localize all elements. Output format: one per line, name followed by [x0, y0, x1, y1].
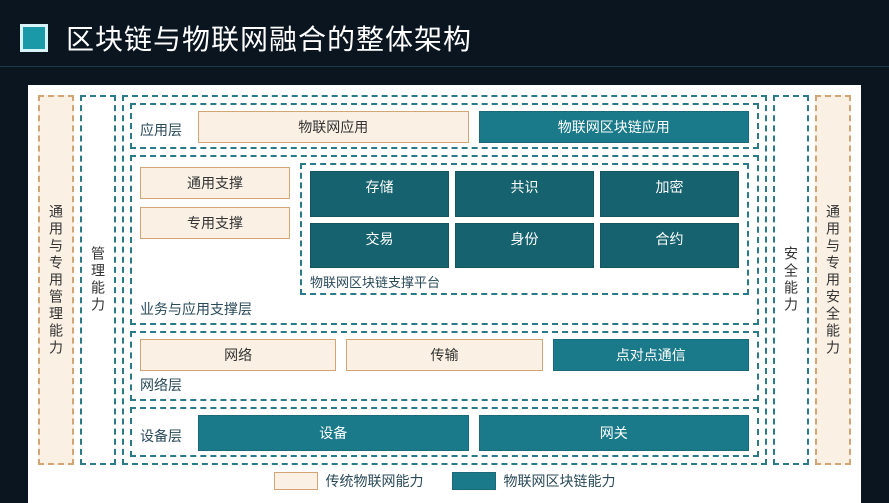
application-layer: 应用层 物联网应用 物联网区块链应用 [130, 103, 759, 149]
transport-box: 传输 [346, 339, 542, 371]
p2p-box: 点对点通信 [553, 339, 749, 371]
support-left-col: 通用支撑 专用支撑 [140, 163, 290, 295]
network-box: 网络 [140, 339, 336, 371]
header-icon [20, 24, 48, 52]
legend: 传统物联网能力 物联网区块链能力 [38, 471, 851, 491]
slide-title: 区块链与物联网融合的整体架构 [66, 18, 472, 58]
transaction-box: 交易 [310, 223, 449, 269]
network-layer: 网络 传输 点对点通信 网络层 [130, 331, 759, 401]
device-layer: 设备层 设备 网关 [130, 407, 759, 457]
iot-blockchain-app-box: 物联网区块链应用 [479, 111, 750, 143]
iot-app-box: 物联网应用 [198, 111, 469, 143]
special-support-box: 专用支撑 [140, 207, 290, 239]
consensus-box: 共识 [455, 171, 594, 217]
diagram-panel: 通用与专用管理能力 管理能力 应用层 物联网应用 物联网区块链应用 通用支撑 专… [28, 85, 861, 503]
gateway-box: 网关 [479, 415, 750, 451]
device-box: 设备 [198, 415, 469, 451]
device-layer-label: 设备层 [140, 420, 188, 446]
legend-label-blockchain: 物联网区块链能力 [504, 471, 616, 491]
slide-header: 区块链与物联网融合的整体架构 [0, 0, 889, 67]
app-layer-label: 应用层 [140, 114, 188, 140]
legend-swatch-teal [452, 472, 496, 490]
contract-box: 合约 [600, 223, 739, 269]
support-layer: 通用支撑 专用支撑 存储 共识 加密 交易 身份 合约 物联网区块链支撑平台 [130, 155, 759, 325]
left-col-mgmt-ability: 管理能力 [80, 95, 116, 465]
identity-box: 身份 [455, 223, 594, 269]
center-layers: 应用层 物联网应用 物联网区块链应用 通用支撑 专用支撑 存储 共识 [122, 95, 767, 465]
left-col-general-mgmt: 通用与专用管理能力 [38, 95, 74, 465]
right-col-security-ability: 安全能力 [773, 95, 809, 465]
platform-grid: 存储 共识 加密 交易 身份 合约 [310, 171, 739, 268]
architecture-diagram: 通用与专用管理能力 管理能力 应用层 物联网应用 物联网区块链应用 通用支撑 专… [38, 95, 851, 465]
general-support-box: 通用支撑 [140, 167, 290, 199]
network-layer-label: 网络层 [140, 373, 749, 395]
right-side-group: 安全能力 通用与专用安全能力 [773, 95, 851, 465]
encrypt-box: 加密 [600, 171, 739, 217]
legend-traditional: 传统物联网能力 [274, 471, 424, 491]
right-col-general-security: 通用与专用安全能力 [815, 95, 851, 465]
legend-blockchain: 物联网区块链能力 [452, 471, 616, 491]
storage-box: 存储 [310, 171, 449, 217]
support-layer-label: 业务与应用支撑层 [140, 297, 749, 319]
legend-label-traditional: 传统物联网能力 [326, 471, 424, 491]
platform-label: 物联网区块链支撑平台 [310, 272, 739, 291]
left-side-group: 通用与专用管理能力 管理能力 [38, 95, 116, 465]
blockchain-platform: 存储 共识 加密 交易 身份 合约 物联网区块链支撑平台 [300, 163, 749, 295]
legend-swatch-beige [274, 472, 318, 490]
